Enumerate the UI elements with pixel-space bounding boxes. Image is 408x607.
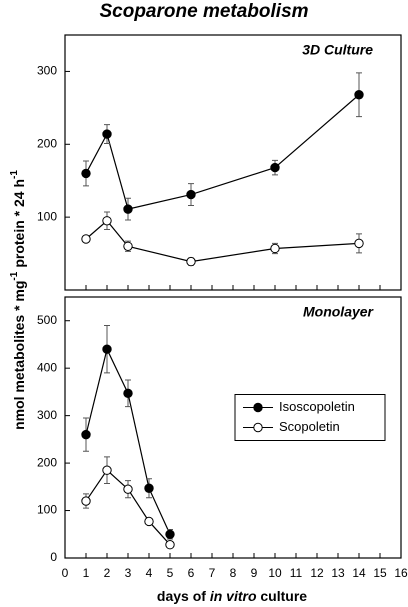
data-point	[123, 388, 133, 399]
x-tick-label: 6	[188, 566, 195, 580]
y-axis-label: nmol metabolites * mg-1protein * 24 h-1	[9, 170, 27, 430]
data-point	[270, 243, 280, 254]
y-tick-label: 300	[37, 64, 57, 78]
y-tick-label: 400	[37, 360, 57, 374]
x-tick-label: 11	[290, 566, 303, 580]
y-label-part: nmol metabolites * mg	[11, 281, 27, 430]
data-point	[186, 256, 196, 267]
legend-marker	[253, 402, 263, 413]
panel-label: 3D Culture	[302, 42, 373, 58]
data-point	[165, 540, 175, 550]
x-tick-label: 2	[104, 566, 111, 580]
x-tick-label: 1	[83, 566, 90, 580]
data-point	[81, 234, 91, 244]
y-tick-label: 100	[37, 209, 57, 223]
x-tick-label: 8	[230, 566, 237, 580]
y-tick-label: 100	[37, 503, 57, 517]
data-point	[123, 241, 133, 251]
series-line	[85, 94, 360, 210]
x-tick-label: 7	[209, 566, 216, 580]
x-tick-label: 12	[310, 566, 324, 580]
x-tick-label: 14	[352, 566, 366, 580]
x-axis-label: days of in vitro culture	[157, 588, 307, 604]
x-tick-label: 3	[125, 566, 132, 580]
data-point	[144, 516, 154, 527]
x-tick-label: 9	[251, 566, 258, 580]
x-tick-label: 0	[62, 566, 69, 580]
y-tick-label: 200	[37, 136, 57, 150]
chart-title: Scoparone metabolism	[99, 1, 308, 22]
y-tick-label: 300	[37, 408, 57, 422]
data-point	[186, 189, 196, 200]
data-point	[102, 465, 112, 475]
y-tick-label: 500	[37, 313, 57, 327]
data-point	[102, 344, 112, 354]
series-line	[85, 347, 171, 535]
x-tick-label: 15	[373, 566, 387, 580]
data-point	[123, 204, 133, 214]
y-label-part: protein * 24 h	[11, 179, 27, 268]
data-point	[102, 216, 112, 226]
y-label-sup: -1	[9, 271, 20, 280]
legend-label: Scopoletin	[279, 419, 340, 434]
data-point	[270, 162, 280, 173]
y-tick-label: 0	[50, 550, 57, 564]
data-point	[354, 90, 364, 100]
legend-marker	[253, 422, 263, 433]
x-tick-label: 5	[167, 566, 174, 580]
x-label-part: days of	[157, 588, 210, 604]
x-tick-label: 13	[331, 566, 345, 580]
data-point	[81, 429, 91, 440]
x-tick-label: 10	[268, 566, 282, 580]
y-tick-label: 200	[37, 455, 57, 469]
x-label-part: in vitro	[210, 588, 257, 604]
x-tick-label: 4	[146, 566, 153, 580]
panel-label: Monolayer	[303, 304, 375, 320]
data-point	[354, 238, 364, 249]
legend-box	[234, 394, 386, 441]
data-point	[81, 496, 91, 506]
data-point	[165, 529, 175, 539]
y-label-sup: -1	[9, 170, 20, 179]
data-point	[102, 129, 112, 139]
data-point	[81, 168, 91, 179]
x-tick-label: 16	[394, 566, 408, 580]
data-point	[144, 483, 154, 493]
data-point	[123, 484, 133, 494]
x-label-part: culture	[257, 588, 308, 604]
legend-label: Isoscopoletin	[279, 399, 355, 414]
